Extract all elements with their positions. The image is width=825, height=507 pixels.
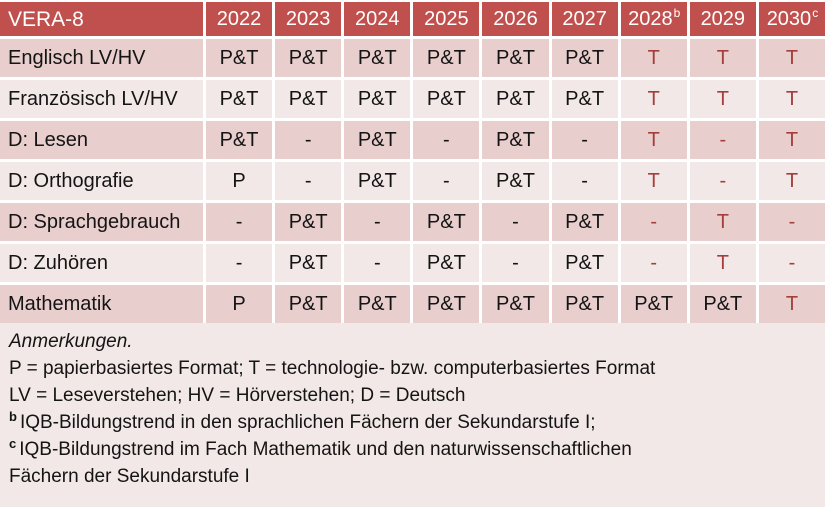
year-header-2026: 2026: [482, 2, 549, 36]
value-cell-2028: -: [620, 244, 687, 282]
value-cell-2023: -: [275, 162, 342, 200]
value-cell-2026: P&T: [482, 162, 549, 200]
value-cell-2024: P&T: [344, 39, 411, 77]
value-cell-2027: P&T: [551, 80, 618, 118]
notes-section: Anmerkungen. P = papierbasiertes Format;…: [0, 323, 825, 507]
row-label: D: Zuhören: [0, 244, 203, 282]
year-header-2028: 2028 b: [620, 2, 687, 36]
value-cell-2025: P&T: [413, 39, 480, 77]
value-cell-2027: -: [551, 121, 618, 159]
value-cell-2029: -: [689, 121, 756, 159]
value-cell-2024: P&T: [344, 80, 411, 118]
value-cell-2027: P&T: [551, 39, 618, 77]
row-label: Französisch LV/HV: [0, 80, 203, 118]
value-cell-2029: T: [689, 244, 756, 282]
value-cell-2022: P&T: [206, 80, 273, 118]
value-cell-2029: -: [689, 162, 756, 200]
year-header-2022: 2022: [206, 2, 273, 36]
value-cell-2030: T: [758, 162, 825, 200]
value-cell-2028: T: [620, 121, 687, 159]
value-cell-2025: P&T: [413, 203, 480, 241]
row-label: Mathematik: [0, 285, 203, 323]
value-cell-2027: P&T: [551, 285, 618, 323]
value-cell-2030: T: [758, 285, 825, 323]
value-cell-2027: -: [551, 162, 618, 200]
value-cell-2023: P&T: [275, 244, 342, 282]
row-label: Englisch LV/HV: [0, 39, 203, 77]
value-cell-2023: P&T: [275, 203, 342, 241]
note-line: c IQB-Bildungstrend im Fach Mathematik un…: [9, 435, 632, 460]
footnote-marker-c: c: [9, 435, 17, 451]
value-cell-2026: -: [482, 244, 549, 282]
notes-heading: Anmerkungen.: [9, 331, 133, 352]
value-cell-2023: -: [275, 121, 342, 159]
note-line: Fächern der Sekundarstufe I: [9, 466, 250, 487]
value-cell-2023: P&T: [275, 285, 342, 323]
notes-lines: P = papierbasiertes Format; T = technolo…: [9, 355, 816, 490]
value-cell-2022: P&T: [206, 121, 273, 159]
value-cell-2026: P&T: [482, 80, 549, 118]
value-cell-2026: P&T: [482, 121, 549, 159]
year-header-2029: 2029: [689, 2, 756, 36]
year-header-2030: 2030 c: [758, 2, 825, 36]
footnote-marker-b: b: [9, 408, 17, 424]
year-header-2024: 2024: [344, 2, 411, 36]
value-cell-2028: T: [620, 162, 687, 200]
value-cell-2026: P&T: [482, 285, 549, 323]
value-cell-2026: -: [482, 203, 549, 241]
row-label: D: Lesen: [0, 121, 203, 159]
row-label: D: Orthografie: [0, 162, 203, 200]
value-cell-2030: T: [758, 39, 825, 77]
value-cell-2028: T: [620, 39, 687, 77]
value-cell-2022: -: [206, 244, 273, 282]
value-cell-2028: -: [620, 203, 687, 241]
value-cell-2028: P&T: [620, 285, 687, 323]
value-cell-2029: T: [689, 203, 756, 241]
note-line: LV = Leseverstehen; HV = Hörverstehen; D…: [9, 385, 466, 406]
value-cell-2025: -: [413, 162, 480, 200]
value-cell-2025: -: [413, 121, 480, 159]
value-cell-2023: P&T: [275, 80, 342, 118]
value-cell-2022: P: [206, 162, 273, 200]
value-cell-2030: T: [758, 80, 825, 118]
value-cell-2024: P&T: [344, 285, 411, 323]
value-cell-2024: -: [344, 203, 411, 241]
note-line: b IQB-Bildungstrend in den sprachlichen F…: [9, 408, 596, 433]
value-cell-2027: P&T: [551, 203, 618, 241]
value-cell-2030: -: [758, 203, 825, 241]
row-label: D: Sprachgebrauch: [0, 203, 203, 241]
value-cell-2028: T: [620, 80, 687, 118]
value-cell-2030: T: [758, 121, 825, 159]
table-title-cell: VERA-8: [0, 2, 203, 36]
year-header-2023: 2023: [275, 2, 342, 36]
value-cell-2025: P&T: [413, 285, 480, 323]
value-cell-2029: P&T: [689, 285, 756, 323]
note-line: P = papierbasiertes Format; T = technolo…: [9, 358, 656, 379]
year-header-2027: 2027: [551, 2, 618, 36]
value-cell-2026: P&T: [482, 39, 549, 77]
value-cell-2023: P&T: [275, 39, 342, 77]
value-cell-2027: P&T: [551, 244, 618, 282]
value-cell-2022: P&T: [206, 39, 273, 77]
value-cell-2030: -: [758, 244, 825, 282]
value-cell-2024: -: [344, 244, 411, 282]
value-cell-2025: P&T: [413, 80, 480, 118]
value-cell-2025: P&T: [413, 244, 480, 282]
value-cell-2024: P&T: [344, 162, 411, 200]
value-cell-2022: P: [206, 285, 273, 323]
year-header-2025: 2025: [413, 2, 480, 36]
value-cell-2029: T: [689, 80, 756, 118]
value-cell-2024: P&T: [344, 121, 411, 159]
value-cell-2022: -: [206, 203, 273, 241]
value-cell-2029: T: [689, 39, 756, 77]
vera8-table: VERA-8 2022 2023 2024 2025 2026 2027 2028 b 2029 2…: [0, 0, 825, 323]
